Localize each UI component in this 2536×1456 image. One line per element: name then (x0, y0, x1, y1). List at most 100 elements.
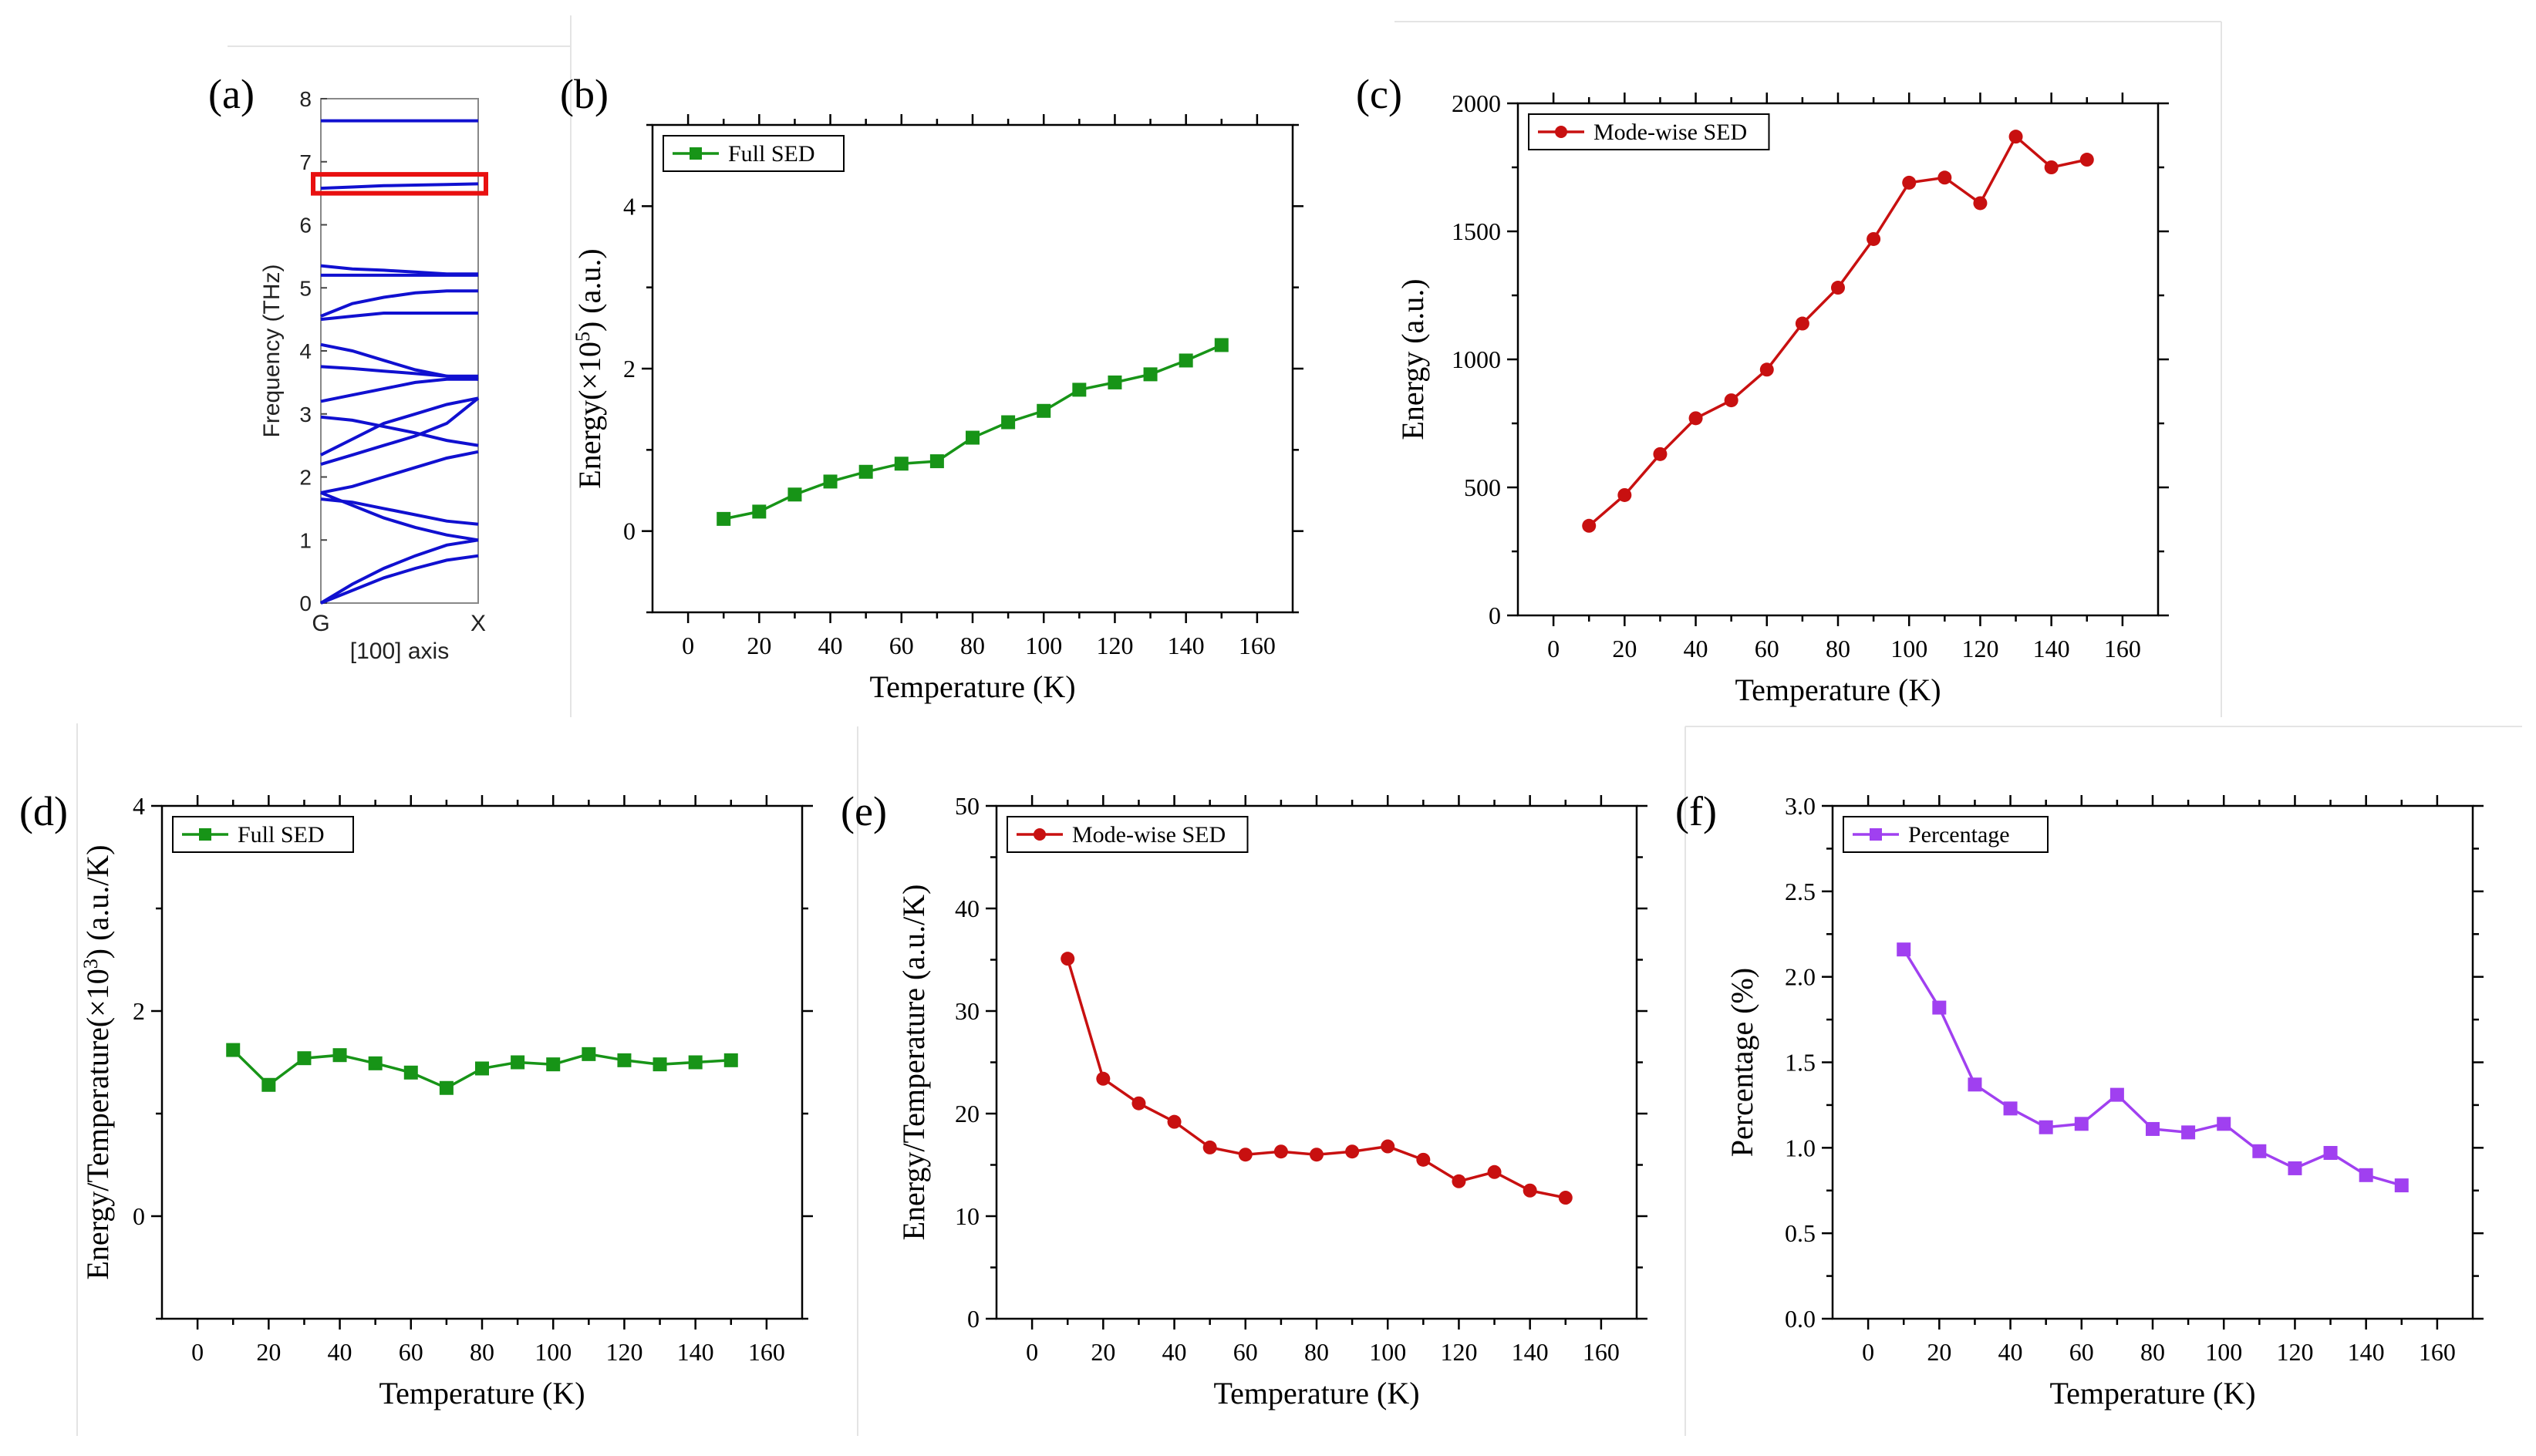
data-point (1932, 1000, 1947, 1015)
data-point (1202, 1140, 1217, 1154)
y-tick-label: 1.0 (1785, 1134, 1816, 1161)
highlight-box (311, 172, 488, 196)
x-tick-label: 80 (1304, 1338, 1329, 1366)
data-point (1759, 362, 1774, 377)
x-tick-label: 40 (818, 632, 843, 659)
x-tick-label: 120 (1096, 632, 1133, 659)
x-tick-label: 0 (1547, 635, 1560, 662)
data-point (2394, 1178, 2409, 1193)
band-line-15 (320, 264, 478, 276)
data-point (2217, 1117, 2231, 1131)
panel-label: (e) (841, 788, 887, 834)
x-tick-label: 40 (1684, 635, 1708, 662)
series-line (1066, 958, 1566, 1199)
x-tick-label: 120 (2276, 1338, 2313, 1366)
y-tick-label: 0 (967, 1305, 980, 1333)
x-tick-label: G (312, 611, 329, 636)
panel-b-full-sed-energy: 0 20 40 60 80 100 120 140 160 0 2 4 Full SED Temperat… (560, 71, 1303, 704)
band-line-8 (320, 415, 479, 447)
data-point (653, 1057, 667, 1072)
data-point (1523, 1183, 1537, 1198)
panel-label: (c) (1356, 71, 1402, 117)
y-tick-label: 7 (299, 150, 312, 174)
y-tick-label: 2.5 (1785, 878, 1816, 905)
legend-marker (1555, 126, 1567, 138)
band-line-16 (320, 182, 479, 190)
y-axis-label-tail: ) (a.u.) (572, 248, 607, 332)
x-tick-label: 20 (256, 1338, 281, 1366)
x-tick-label: 160 (2104, 635, 2141, 662)
x-axis-label: Temperature (K) (1735, 672, 1941, 707)
data-point (1968, 1077, 1982, 1092)
data-point (688, 1055, 703, 1070)
data-point (823, 474, 838, 489)
x-tick-label: 100 (1369, 1338, 1406, 1366)
data-point (2252, 1144, 2267, 1158)
data-point (1973, 196, 1988, 211)
data-point (752, 504, 767, 519)
x-tick-label: 20 (1927, 1338, 1951, 1366)
data-point (787, 487, 802, 502)
data-point (546, 1057, 561, 1072)
panel-c-mode-wise-sed-energy: 0 20 40 60 80 100 120 140 160 0 500 1000 1500 2000 Mod… (1356, 71, 2169, 707)
legend-label: Mode-wise SED (1593, 120, 1747, 145)
x-tick-label: 60 (1755, 635, 1779, 662)
y-tick-label: 2 (623, 355, 636, 383)
data-point (1061, 952, 1075, 966)
data-point (1617, 487, 1632, 502)
data-point (2074, 1117, 2089, 1131)
panel-label: (b) (560, 71, 609, 117)
band-line-6 (320, 396, 480, 467)
y-tick-label: 4 (623, 192, 636, 220)
x-tick-label: 0 (1862, 1338, 1874, 1366)
data-point (2039, 1120, 2053, 1134)
data-point (1416, 1152, 1431, 1167)
x-axis-label: Temperature (K) (1213, 1376, 1419, 1410)
y-tick-label: 10 (955, 1202, 980, 1230)
y-tick-label: 40 (955, 895, 980, 922)
series-line (1588, 134, 2088, 527)
x-tick-label: 120 (1961, 635, 1998, 662)
data-point (403, 1065, 418, 1080)
legend-label: Mode-wise SED (1072, 822, 1226, 848)
data-point (2109, 1087, 2124, 1102)
axes-frame (1831, 804, 2474, 1320)
x-tick-label: 100 (2205, 1338, 2242, 1366)
x-tick-label: 60 (2069, 1338, 2094, 1366)
data-point (1238, 1148, 1253, 1162)
y-tick-label: 1500 (1452, 217, 1501, 245)
legend-marker (199, 828, 211, 841)
y-tick-label: 4 (299, 339, 312, 363)
y-tick-label: 4 (133, 792, 145, 820)
y-axis-label: Energy (a.u.) (1395, 278, 1430, 440)
x-axis-label: Temperature (K) (2049, 1376, 2255, 1410)
x-tick-label: X (470, 611, 486, 636)
data-point (1037, 403, 1051, 418)
x-tick-label: 0 (1026, 1338, 1038, 1366)
y-tick-label: 0.0 (1785, 1305, 1816, 1333)
x-tick-label: 80 (960, 632, 985, 659)
x-tick-label: 60 (1233, 1338, 1258, 1366)
panel-separators (76, 15, 2522, 1436)
band-line-1 (320, 554, 479, 605)
y-axis-label: Energy(×105) (a.u.) (572, 248, 607, 488)
legend-label: Percentage (1908, 822, 2010, 848)
band-line-11 (320, 342, 478, 378)
x-tick-label: 40 (1998, 1338, 2023, 1366)
y-tick-label: 3.0 (1785, 792, 1816, 820)
x-tick-label: 140 (2348, 1338, 2385, 1366)
data-point (2323, 1145, 2338, 1160)
x-tick-label: 100 (1890, 635, 1927, 662)
y-tick-label: 0 (623, 517, 636, 545)
x-tick-label: 40 (328, 1338, 352, 1366)
band-line-4 (320, 491, 479, 542)
x-tick-label: 60 (399, 1338, 423, 1366)
y-tick-label: 500 (1464, 474, 1501, 501)
y-tick-label: 8 (299, 87, 312, 111)
data-point (1688, 411, 1703, 426)
y-tick-label: 50 (955, 792, 980, 820)
legend-marker (1870, 828, 1882, 841)
y-axis-label: Energy/Temperature(×103) (a.u./K) (79, 844, 115, 1279)
x-tick-label: 140 (1512, 1338, 1549, 1366)
